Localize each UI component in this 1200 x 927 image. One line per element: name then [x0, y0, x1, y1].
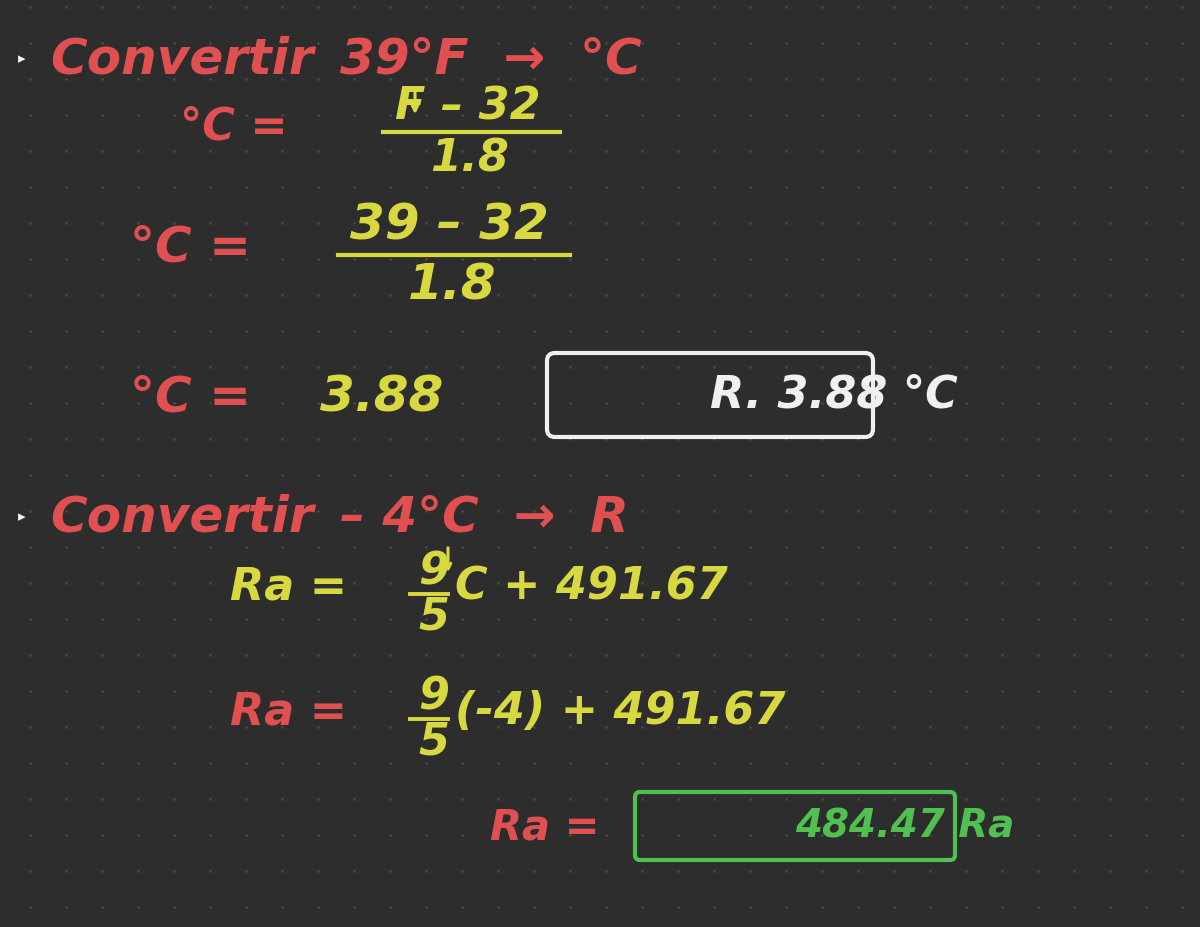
Text: Ra =: Ra =	[490, 806, 600, 848]
Text: 5: 5	[418, 595, 449, 639]
Text: °C =: °C =	[180, 106, 288, 148]
Text: (-4) + 491.67: (-4) + 491.67	[455, 691, 785, 733]
Text: 1.8: 1.8	[408, 261, 497, 309]
Text: Convertir: Convertir	[50, 35, 313, 83]
Text: 9: 9	[418, 676, 449, 718]
Text: 39 – 32: 39 – 32	[350, 201, 548, 249]
Text: Convertir: Convertir	[50, 493, 313, 541]
Text: – 4°C  →  R: – 4°C → R	[340, 493, 629, 541]
Text: 3.88: 3.88	[320, 373, 443, 421]
Text: 484.47 Ra: 484.47 Ra	[796, 807, 1014, 845]
Text: 5: 5	[418, 720, 449, 764]
Text: Ra =: Ra =	[230, 691, 347, 733]
Text: C + 491.67: C + 491.67	[455, 565, 727, 608]
Text: 39°F  →  °C: 39°F → °C	[340, 35, 642, 83]
Text: °C =: °C =	[130, 223, 251, 271]
Text: 1.8: 1.8	[430, 137, 509, 181]
Text: 9: 9	[418, 551, 449, 593]
Text: ▸: ▸	[18, 510, 25, 525]
Text: ▸: ▸	[18, 52, 25, 67]
Text: R. 3.88 °C: R. 3.88 °C	[710, 374, 958, 416]
Text: °C =: °C =	[130, 373, 251, 421]
Text: F – 32: F – 32	[395, 85, 541, 129]
Text: Ra =: Ra =	[230, 565, 347, 608]
